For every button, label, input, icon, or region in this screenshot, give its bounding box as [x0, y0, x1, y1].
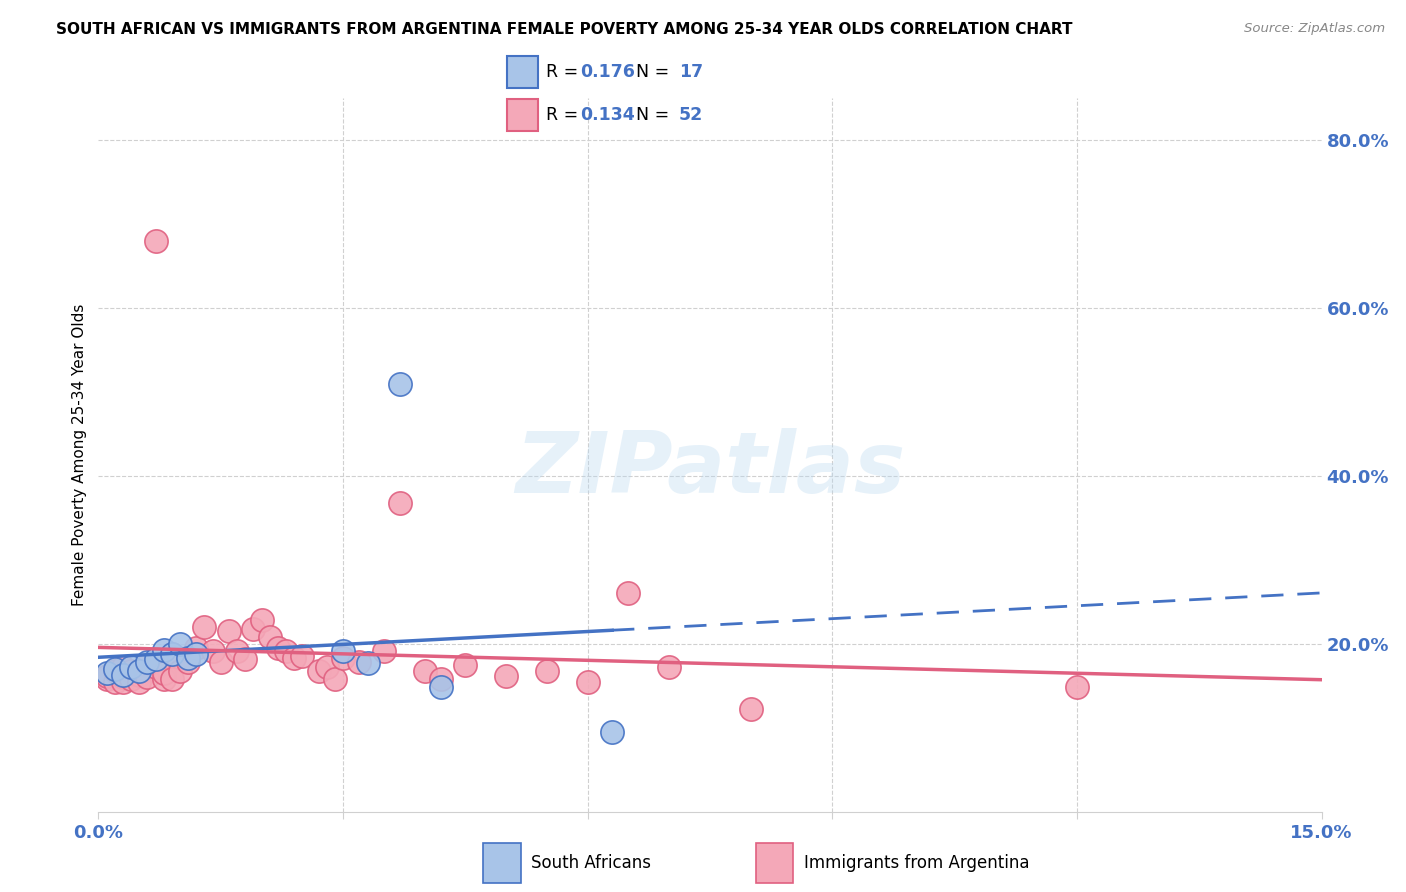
Point	[160, 647, 183, 661]
Point	[177, 651, 200, 665]
Y-axis label: Female Poverty Among 25-34 Year Olds: Female Poverty Among 25-34 Year Olds	[72, 304, 87, 606]
Point	[152, 642, 174, 657]
Point	[617, 586, 640, 600]
Point	[120, 672, 142, 686]
Point	[120, 660, 142, 674]
Point	[1066, 681, 1088, 695]
Point	[136, 670, 159, 684]
Point	[430, 681, 453, 695]
Point	[233, 652, 256, 666]
Text: Immigrants from Argentina: Immigrants from Argentina	[804, 854, 1029, 872]
Text: ZIPatlas: ZIPatlas	[515, 427, 905, 511]
FancyBboxPatch shape	[508, 99, 537, 131]
Point	[145, 234, 167, 248]
Point	[96, 669, 118, 683]
Point	[201, 643, 224, 657]
Text: R =: R =	[546, 63, 583, 81]
Point	[111, 674, 134, 689]
Point	[160, 647, 183, 661]
Point	[169, 637, 191, 651]
Point	[96, 666, 118, 681]
Point	[259, 630, 281, 644]
Point	[128, 674, 150, 689]
Text: N =: N =	[637, 106, 675, 124]
Text: 0.134: 0.134	[581, 106, 634, 124]
Point	[332, 643, 354, 657]
Point	[373, 643, 395, 657]
Point	[600, 725, 623, 739]
Point	[120, 664, 142, 678]
Point	[495, 669, 517, 683]
Point	[356, 656, 378, 670]
Point	[145, 652, 167, 666]
Point	[152, 666, 174, 681]
Point	[242, 622, 264, 636]
Text: SOUTH AFRICAN VS IMMIGRANTS FROM ARGENTINA FEMALE POVERTY AMONG 25-34 YEAR OLDS : SOUTH AFRICAN VS IMMIGRANTS FROM ARGENTI…	[56, 22, 1073, 37]
Point	[332, 651, 354, 665]
Point	[389, 496, 412, 510]
Point	[136, 655, 159, 669]
Point	[104, 674, 127, 689]
Point	[323, 672, 346, 686]
Text: 17: 17	[679, 63, 703, 81]
Point	[186, 647, 208, 661]
Point	[111, 660, 134, 674]
Point	[128, 668, 150, 682]
Point	[160, 672, 183, 686]
Point	[283, 651, 305, 665]
Point	[291, 649, 314, 664]
Point	[193, 620, 215, 634]
Point	[177, 655, 200, 669]
Point	[250, 613, 273, 627]
Point	[104, 662, 127, 676]
FancyBboxPatch shape	[508, 56, 537, 88]
Text: 0.176: 0.176	[581, 63, 636, 81]
Text: N =: N =	[637, 63, 675, 81]
FancyBboxPatch shape	[484, 844, 520, 883]
Point	[186, 640, 208, 655]
Point	[274, 643, 297, 657]
Point	[128, 664, 150, 678]
Point	[226, 643, 249, 657]
Point	[536, 664, 558, 678]
Point	[454, 657, 477, 672]
Text: 52: 52	[679, 106, 703, 124]
Point	[209, 655, 232, 669]
Point	[658, 660, 681, 674]
Point	[136, 657, 159, 672]
Text: R =: R =	[546, 106, 583, 124]
Point	[576, 674, 599, 689]
Text: South Africans: South Africans	[531, 854, 651, 872]
Point	[413, 664, 436, 678]
FancyBboxPatch shape	[756, 844, 793, 883]
Point	[218, 624, 240, 639]
Text: Source: ZipAtlas.com: Source: ZipAtlas.com	[1244, 22, 1385, 36]
Point	[349, 655, 371, 669]
Point	[104, 664, 127, 678]
Point	[740, 702, 762, 716]
Point	[315, 660, 337, 674]
Point	[430, 672, 453, 686]
Point	[169, 664, 191, 678]
Point	[111, 668, 134, 682]
Point	[96, 672, 118, 686]
Point	[308, 664, 330, 678]
Point	[152, 672, 174, 686]
Point	[111, 670, 134, 684]
Point	[389, 376, 412, 391]
Point	[145, 660, 167, 674]
Point	[267, 640, 290, 655]
